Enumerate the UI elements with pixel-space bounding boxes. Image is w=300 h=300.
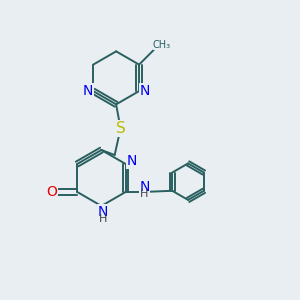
Text: CH₃: CH₃ (153, 40, 171, 50)
Text: N: N (98, 205, 108, 219)
Text: N: N (83, 84, 93, 98)
Text: O: O (46, 185, 57, 199)
Text: H: H (99, 214, 107, 224)
Text: S: S (116, 121, 125, 136)
Text: N: N (139, 180, 150, 194)
Text: N: N (126, 154, 137, 168)
Text: N: N (139, 84, 150, 98)
Text: H: H (140, 189, 149, 199)
